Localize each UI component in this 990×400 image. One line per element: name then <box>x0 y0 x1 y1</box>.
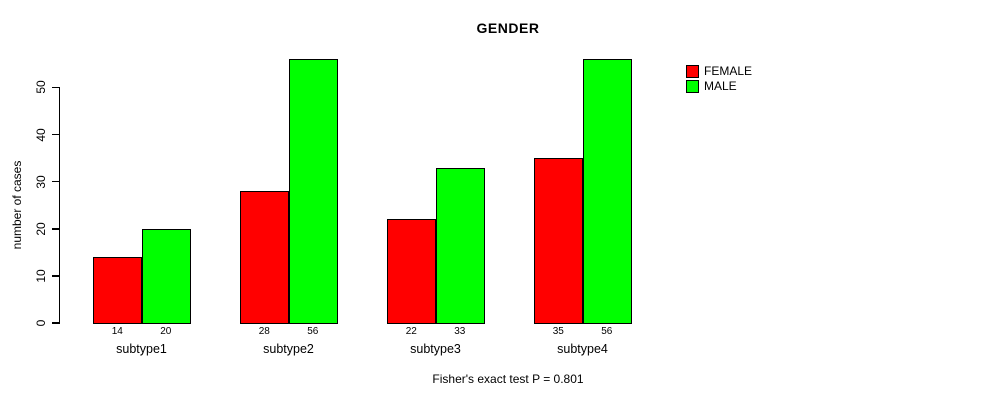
y-tick-label: 10 <box>34 269 48 283</box>
legend-entry-male: MALE <box>686 79 752 94</box>
y-tick <box>52 86 59 89</box>
bar-female-subtype4 <box>534 158 583 324</box>
bar-value-label: 22 <box>405 326 417 337</box>
y-tick-label: 30 <box>34 174 48 189</box>
legend: FEMALE MALE <box>686 64 752 94</box>
bar-value-label: 33 <box>454 326 466 337</box>
bar-value-label: 56 <box>307 326 319 337</box>
y-tick-label: 20 <box>34 222 48 236</box>
bar-female-subtype3 <box>387 219 436 324</box>
y-tick-label: 50 <box>34 80 48 95</box>
fisher-test-annotation: Fisher's exact test P = 0.801 <box>432 372 584 386</box>
y-axis-label: number of cases <box>10 160 24 250</box>
bar-female-subtype1 <box>93 257 142 324</box>
y-tick <box>52 180 59 183</box>
y-tick-label: 0 <box>34 319 48 327</box>
legend-label: FEMALE <box>704 64 753 78</box>
bar-value-label: 28 <box>258 326 270 337</box>
legend-entry-female: FEMALE <box>686 64 752 79</box>
category-label-subtype2: subtype2 <box>263 342 314 356</box>
y-axis-line <box>58 87 60 324</box>
y-tick <box>52 228 59 230</box>
bar-male-subtype2 <box>288 59 338 324</box>
bar-male-subtype4 <box>582 59 632 324</box>
legend-swatch-male <box>686 80 699 93</box>
bar-value-label: 56 <box>601 326 613 337</box>
legend-swatch-female <box>686 65 699 78</box>
bar-male-subtype3 <box>435 167 485 324</box>
bar-value-label: 14 <box>111 326 123 337</box>
bar-male-subtype1 <box>141 228 191 324</box>
y-tick <box>52 133 59 136</box>
bar-value-label: 35 <box>552 326 564 337</box>
y-tick <box>52 275 59 277</box>
category-label-subtype4: subtype4 <box>557 342 608 356</box>
y-tick-label: 40 <box>34 127 48 142</box>
legend-label: MALE <box>704 79 737 93</box>
category-label-subtype3: subtype3 <box>410 342 461 356</box>
bar-female-subtype2 <box>240 191 289 324</box>
y-tick <box>52 322 59 324</box>
bar-value-label: 20 <box>160 326 172 337</box>
chart-title: GENDER <box>476 20 540 36</box>
category-label-subtype1: subtype1 <box>116 342 167 356</box>
